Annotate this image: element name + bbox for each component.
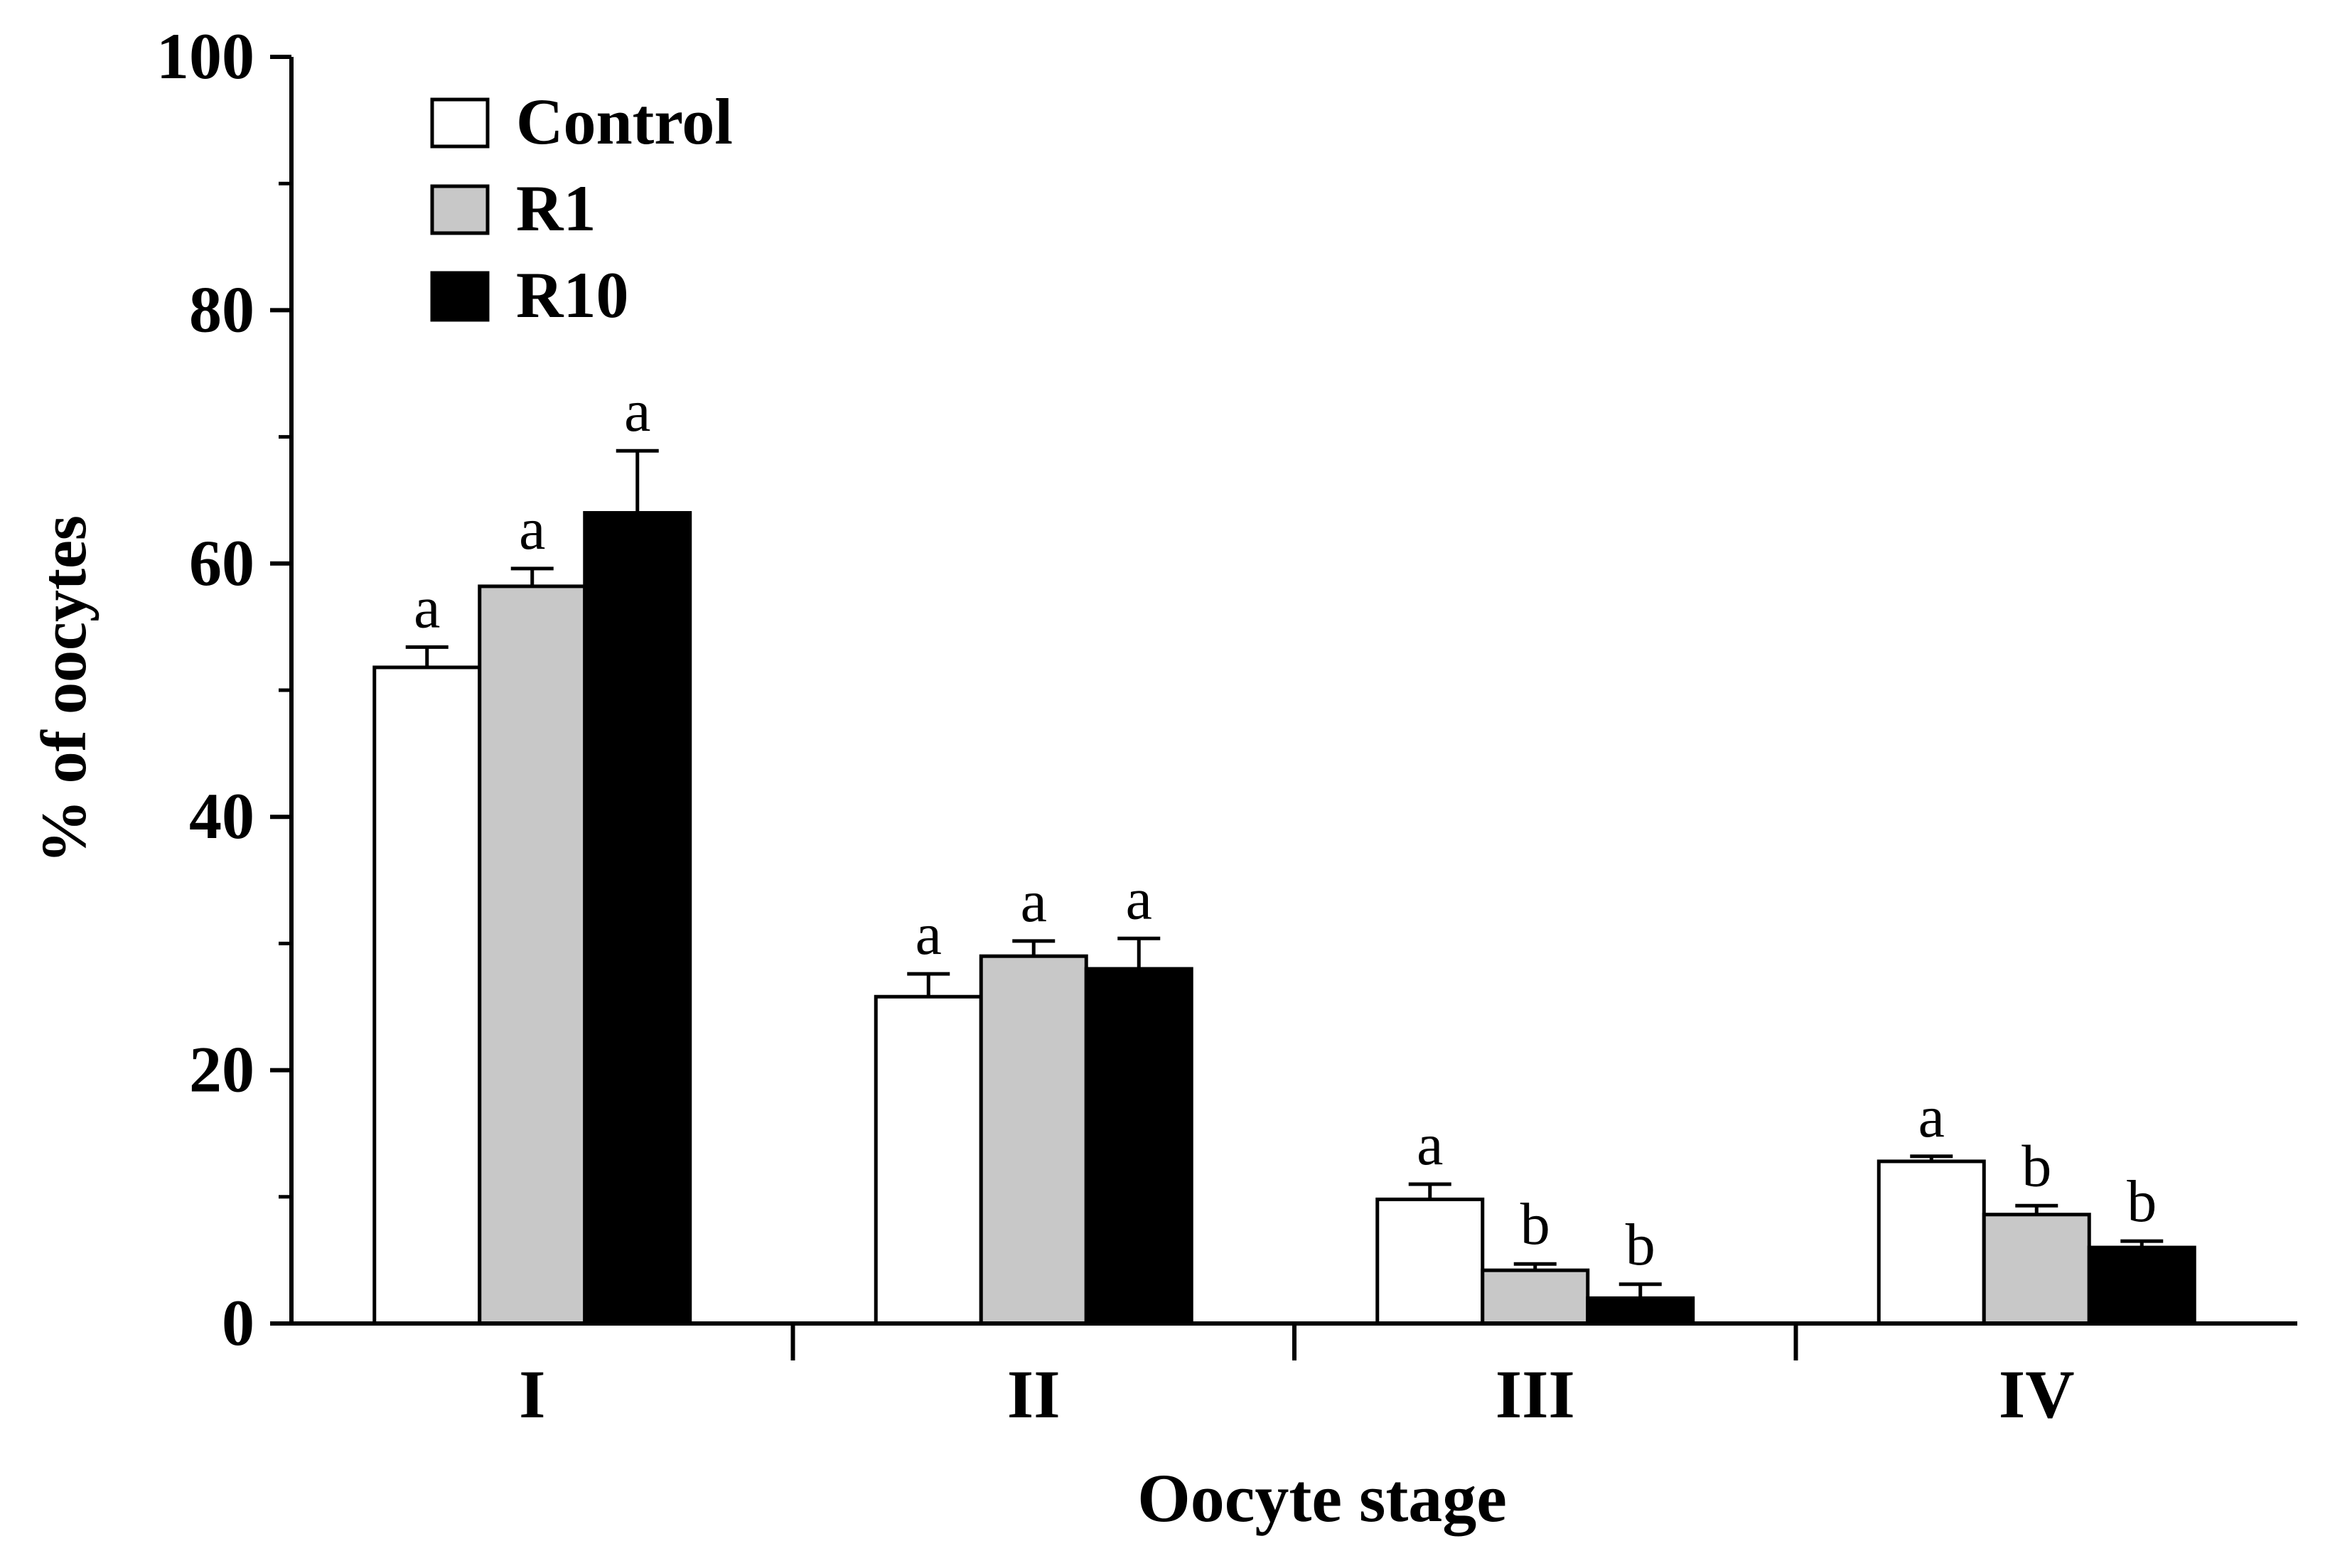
- bar-r10-IV: [2087, 1245, 2196, 1326]
- legend-label-r1: R1: [516, 172, 596, 245]
- x-axis-title: Oocyte stage: [1137, 1460, 1507, 1536]
- sig-letter-r1-I: a: [519, 496, 545, 562]
- bar-r1-II: [979, 954, 1088, 1326]
- bar-control-II: [874, 994, 983, 1326]
- sig-letter-r10-II: a: [1126, 866, 1152, 932]
- bar-r10-I: [583, 511, 692, 1326]
- x-tick-label-IV: IV: [1999, 1356, 2075, 1432]
- bar-control-I: [372, 665, 482, 1326]
- y-tick-label-20: 20: [189, 1033, 254, 1106]
- sig-letter-control-I: a: [414, 574, 440, 640]
- bar-control-III: [1375, 1197, 1485, 1326]
- sig-letter-r10-I: a: [624, 378, 650, 444]
- legend-swatch-r1: [430, 184, 490, 235]
- legend-swatch-r10: [430, 271, 490, 322]
- x-tick-label-II: II: [1007, 1356, 1061, 1432]
- y-tick-label-100: 100: [156, 20, 254, 92]
- legend-label-control: Control: [516, 85, 733, 158]
- sig-letter-r1-II: a: [1021, 869, 1047, 935]
- sig-letter-r10-III: b: [1626, 1212, 1655, 1278]
- bar-r10-II: [1084, 967, 1193, 1326]
- bar-r1-I: [478, 584, 587, 1326]
- legend: Control R1 R10: [430, 85, 733, 331]
- y-tick-label-60: 60: [189, 527, 254, 599]
- x-tick-label-III: III: [1496, 1356, 1575, 1432]
- sig-letter-r1-IV: b: [2022, 1133, 2051, 1199]
- sig-letter-control-II: a: [916, 901, 942, 967]
- bar-r1-IV: [1982, 1213, 2091, 1326]
- x-tick-label-I: I: [519, 1356, 545, 1432]
- sig-letter-r1-III: b: [1520, 1191, 1550, 1257]
- bars-layer: [372, 449, 2196, 1326]
- sig-letter-control-III: a: [1417, 1112, 1443, 1178]
- sig-letter-r10-IV: b: [2127, 1169, 2157, 1235]
- bar-r10-III: [1586, 1296, 1695, 1326]
- bar-r1-III: [1481, 1268, 1590, 1326]
- legend-label-r10: R10: [516, 259, 628, 331]
- y-tick-label-0: 0: [222, 1287, 254, 1359]
- legend-swatch-control: [430, 97, 490, 149]
- sig-letter-control-IV: a: [1918, 1084, 1945, 1150]
- bar-control-IV: [1877, 1159, 1986, 1326]
- y-tick-label-40: 40: [189, 780, 254, 852]
- y-axis-title: % of oocytes: [29, 515, 100, 864]
- annotations-layer: a a a a a a a b b a b b: [414, 378, 2157, 1278]
- y-tick-label-80: 80: [189, 273, 254, 345]
